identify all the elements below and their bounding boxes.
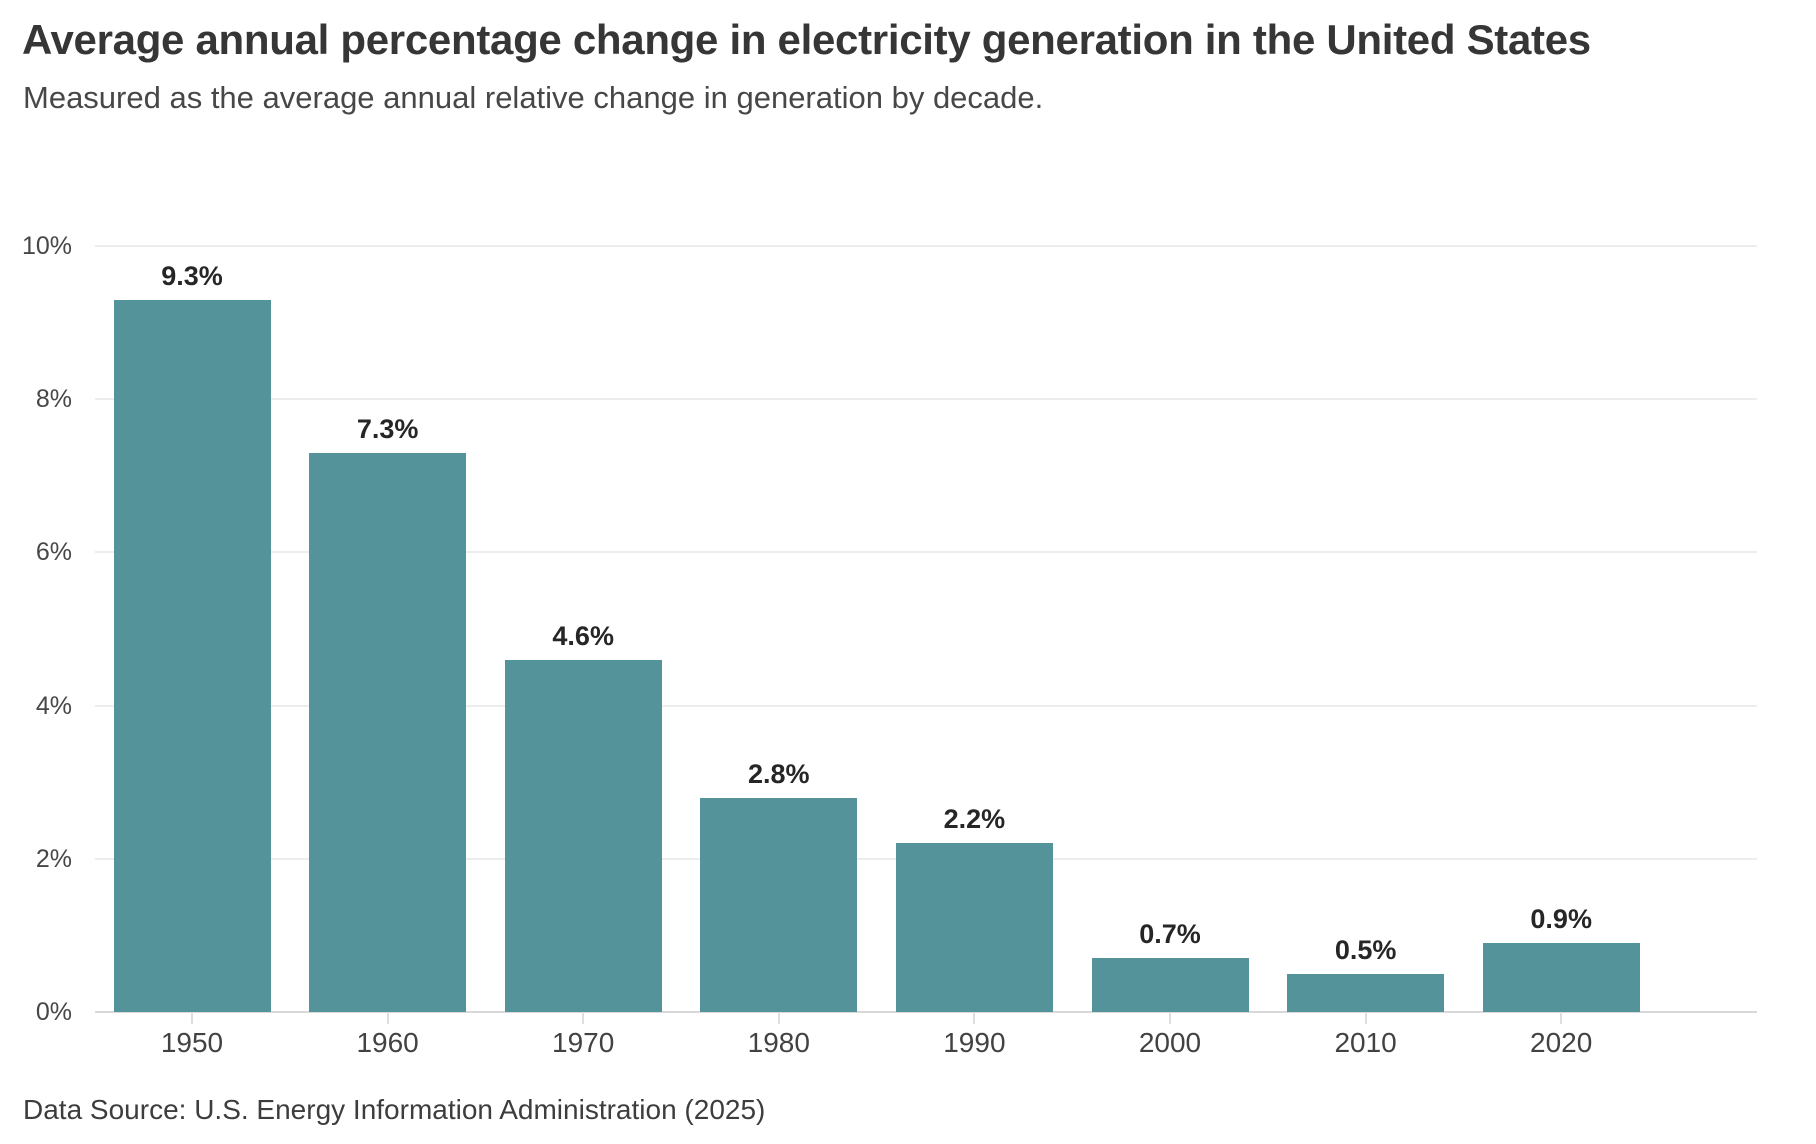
x-axis-tick-label: 1990 [943, 1027, 1006, 1058]
bar-1990 [895, 843, 1053, 1012]
x-axis-tick-mark [191, 1012, 193, 1024]
bar-value-label: 0.7% [1139, 919, 1201, 950]
bar-1950 [113, 299, 271, 1012]
bar-value-label: 2.8% [748, 758, 810, 789]
bar-value-label: 0.9% [1530, 904, 1592, 935]
bar-2020 [1482, 943, 1640, 1012]
x-axis-tick-label: 2000 [1138, 1027, 1202, 1058]
bar-1970 [504, 659, 662, 1012]
bar-value-label: 7.3% [356, 413, 419, 444]
x-axis-tick-label: 1960 [356, 1027, 419, 1058]
bar-value-label: 9.3% [161, 260, 223, 291]
y-axis-tick-label: 4% [35, 691, 72, 720]
y-gridline [95, 398, 1757, 401]
x-axis-tick-mark [973, 1012, 976, 1024]
y-axis-tick-label: 6% [35, 538, 72, 567]
x-axis-tick-label: 2020 [1530, 1027, 1593, 1058]
x-axis-tick-label: 1980 [747, 1027, 810, 1058]
bar-value-label: 4.6% [552, 620, 614, 651]
x-axis-tick-mark [1560, 1012, 1563, 1024]
x-axis-tick-mark [777, 1012, 780, 1024]
y-gridline [95, 551, 1757, 554]
bar-2010 [1287, 973, 1445, 1012]
bar-1960 [309, 452, 467, 1012]
bar-1980 [700, 797, 858, 1012]
chart-subtitle: Measured as the average annual relative … [23, 80, 1044, 115]
y-axis-tick-label: 2% [35, 844, 72, 873]
x-axis-tick-label: 1970 [552, 1027, 615, 1058]
y-axis-tick-label: 10% [21, 232, 72, 260]
bar-value-label: 0.5% [1334, 934, 1397, 965]
y-gridline [95, 245, 1757, 247]
bar-value-label: 2.2% [943, 804, 1006, 835]
x-axis-tick-mark [1169, 1012, 1171, 1024]
data-source: Data Source: U.S. Energy Information Adm… [23, 1094, 766, 1125]
y-axis-tick-label: 0% [35, 998, 72, 1026]
chart-title: Average annual percentage change in elec… [22, 16, 1591, 63]
x-axis-tick-label: 2010 [1334, 1027, 1397, 1058]
plot-area: 0% 2% 4% 6% 8% 10% 9.3% 1950 7.3% 1960 4.6% 1970 2.8… [22, 232, 1757, 1058]
bar-2000 [1091, 958, 1249, 1012]
x-axis-tick-mark [582, 1012, 585, 1024]
x-axis-line [95, 1011, 1757, 1013]
y-gridline [95, 704, 1757, 707]
x-axis-tick-label: 1950 [160, 1027, 224, 1058]
x-axis-tick-mark [1364, 1012, 1367, 1024]
y-axis-tick-label: 8% [35, 385, 72, 414]
x-axis-tick-mark [386, 1012, 389, 1024]
